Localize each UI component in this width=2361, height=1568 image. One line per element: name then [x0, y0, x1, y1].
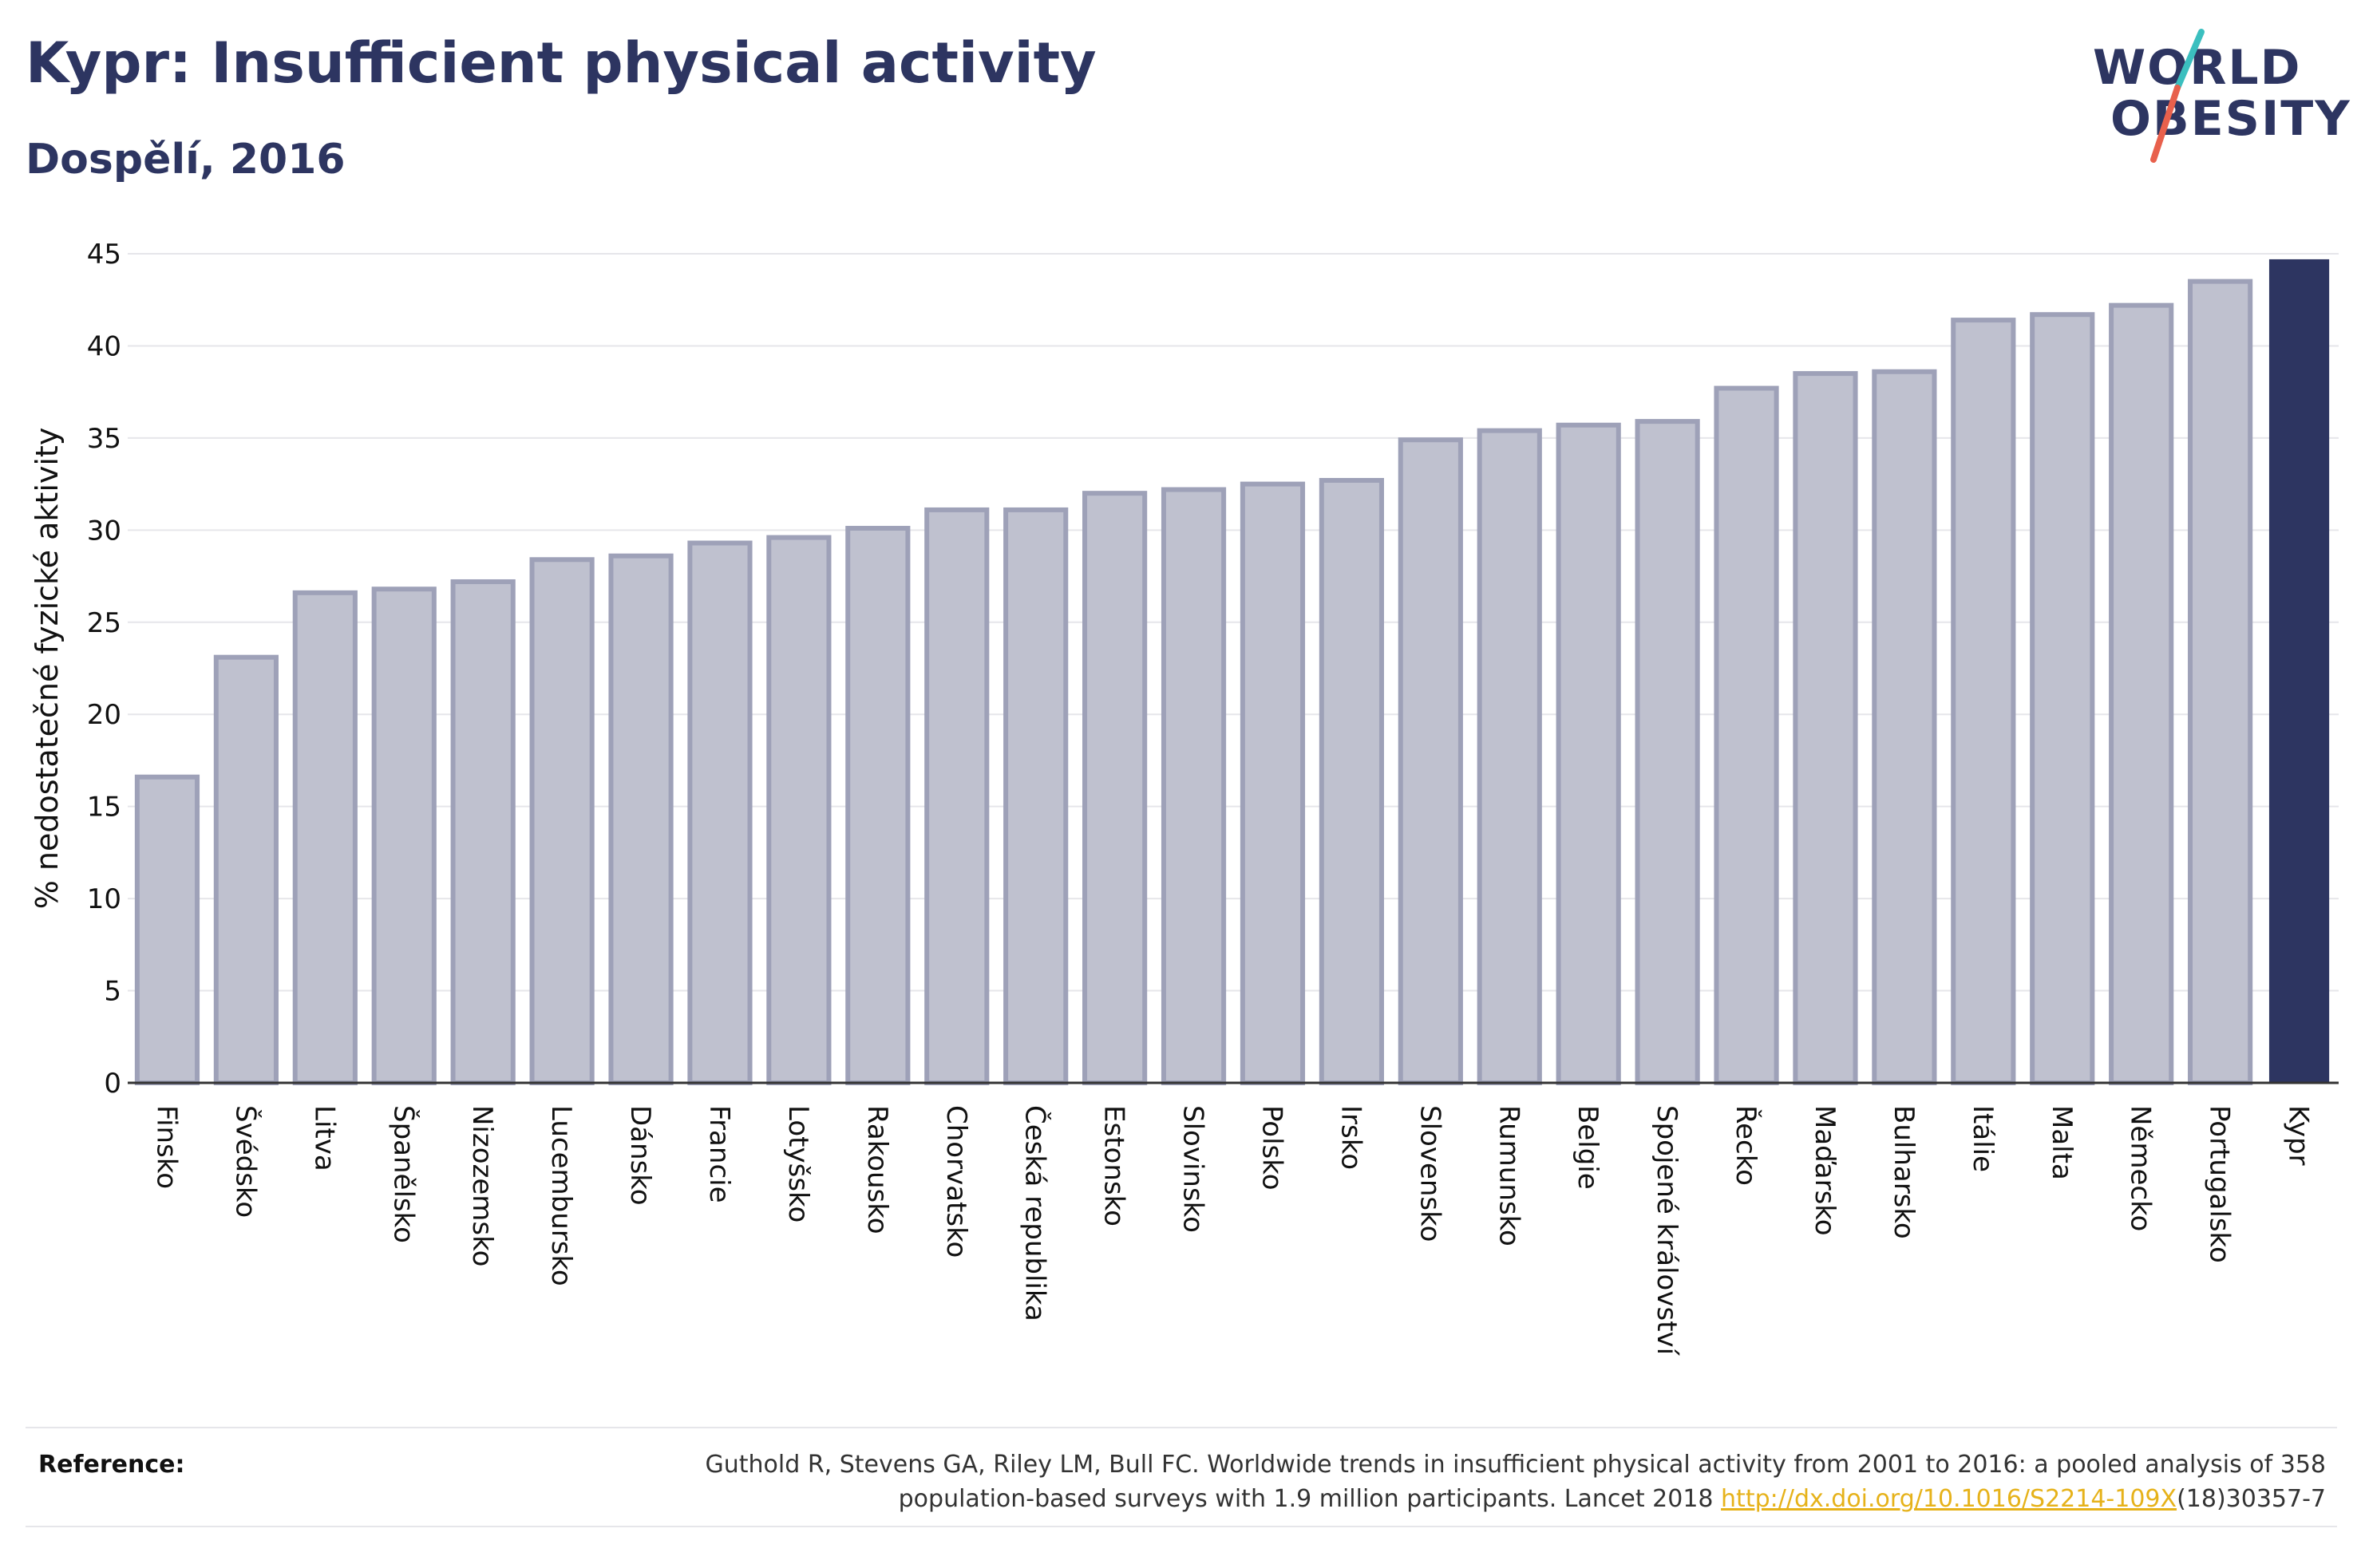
bar-slovinsko: [1161, 487, 1227, 1085]
x-tick-label: Nizozemsko: [466, 1105, 498, 1266]
bar-bulharsko: [1872, 369, 1937, 1086]
x-tick-label: Polsko: [1256, 1105, 1287, 1191]
reference-citation-suffix: (18)30357-7: [2177, 1485, 2326, 1513]
bar-švédsko: [213, 654, 279, 1085]
reference-label: Reference:: [38, 1451, 185, 1479]
bar-maďarsko: [1793, 371, 1858, 1086]
x-tick-label: Lucembursko: [545, 1105, 577, 1286]
footer-divider-bottom: [26, 1526, 2337, 1527]
bar-kypr: [2268, 259, 2330, 1084]
y-tick-label: 30: [87, 515, 121, 547]
x-tick-label: Řecko: [1730, 1105, 1762, 1186]
x-tick-label: Dánsko: [624, 1105, 656, 1206]
bar-malta: [2030, 312, 2095, 1085]
y-tick-label: 5: [104, 976, 121, 1008]
bar-portugalsko: [2188, 278, 2253, 1085]
x-tick-label: Itálie: [1967, 1105, 1999, 1172]
x-tick-label: Belgie: [1572, 1105, 1604, 1190]
x-tick-label: Slovinsko: [1177, 1105, 1209, 1233]
bar-dánsko: [608, 553, 674, 1085]
x-tick-label: Kypr: [2283, 1105, 2315, 1166]
bar-lucembursko: [529, 557, 595, 1085]
bar-finsko: [134, 774, 200, 1085]
footer-divider-top: [26, 1427, 2337, 1428]
bar-řecko: [1714, 385, 1779, 1085]
y-tick-label: 40: [87, 330, 121, 362]
y-tick-label: 20: [87, 699, 121, 731]
y-tick-label: 10: [87, 883, 121, 915]
bar-irsko: [1319, 477, 1384, 1085]
bar-litva: [292, 590, 358, 1085]
x-tick-label: Finsko: [150, 1105, 182, 1189]
logo-line-2: OBESITY: [2110, 91, 2351, 147]
bar-slovensko: [1398, 437, 1463, 1085]
x-tick-label: Rumunsko: [1493, 1105, 1525, 1246]
bar-estonsko: [1082, 491, 1148, 1085]
x-tick-label: Bulharsko: [1888, 1105, 1920, 1239]
bar-spojené-království: [1635, 419, 1700, 1085]
page-subtitle: Dospělí, 2016: [26, 136, 346, 184]
x-tick-label: Francie: [703, 1105, 735, 1203]
x-tick-label: Lotyšsko: [782, 1105, 814, 1222]
x-tick-label: Chorvatsko: [940, 1105, 972, 1258]
world-obesity-logo: WORLD OBESITY: [2083, 24, 2350, 168]
bar-nizozemsko: [450, 579, 516, 1085]
reference-link[interactable]: http://dx.doi.org/10.1016/S2214-109X: [1721, 1485, 2177, 1513]
x-tick-label: Slovensko: [1414, 1105, 1445, 1242]
y-tick-label: 25: [87, 607, 121, 639]
x-tick-label: Německo: [2125, 1105, 2157, 1231]
y-tick-label: 45: [87, 239, 121, 271]
x-tick-label: Česká republika: [1019, 1105, 1052, 1321]
x-tick-label: Španělsko: [387, 1105, 420, 1243]
reference-citation: Guthold R, Stevens GA, Riley LM, Bull FC…: [705, 1451, 2326, 1513]
x-tick-label: Portugalsko: [2204, 1105, 2236, 1263]
y-tick-label: 35: [87, 423, 121, 455]
bar-belgie: [1556, 422, 1621, 1085]
y-tick-label: 0: [104, 1068, 121, 1100]
y-tick-label: 15: [87, 792, 121, 823]
reference-text: Guthold R, Stevens GA, Riley LM, Bull FC…: [570, 1448, 2326, 1516]
bar-polsko: [1240, 481, 1306, 1085]
x-tick-label: Spojené království: [1651, 1105, 1683, 1357]
bar-francie: [687, 540, 753, 1085]
logo-slash-icon: [2150, 29, 2205, 163]
y-axis-label: % nedostatečné fyzické aktivity: [30, 428, 65, 910]
x-tick-label: Irsko: [1335, 1105, 1366, 1170]
bar-chart: 0 5 10 15 20 25 30 35 40 45 % nedostatečné fyzické…: [30, 239, 2339, 1357]
bar-itálie: [1951, 318, 2016, 1085]
x-tick-label: Rakousko: [861, 1105, 893, 1234]
bar-německo: [2109, 302, 2174, 1086]
x-tick-label: Malta: [2046, 1105, 2078, 1180]
x-tick-label: Estonsko: [1098, 1105, 1130, 1226]
bar-česká-republika: [1003, 507, 1069, 1085]
x-tick-label: Litva: [308, 1105, 340, 1171]
x-tick-label: Maďarsko: [1809, 1105, 1841, 1236]
bar-španělsko: [371, 587, 437, 1085]
bar-lotyšsko: [766, 535, 832, 1085]
x-tick-label: Švédsko: [229, 1105, 262, 1218]
bar-rakousko: [845, 526, 911, 1085]
bar-chorvatsko: [924, 507, 990, 1085]
bar-rumunsko: [1477, 428, 1542, 1085]
page-title: Kypr: Insufficient physical activity: [26, 30, 1097, 96]
